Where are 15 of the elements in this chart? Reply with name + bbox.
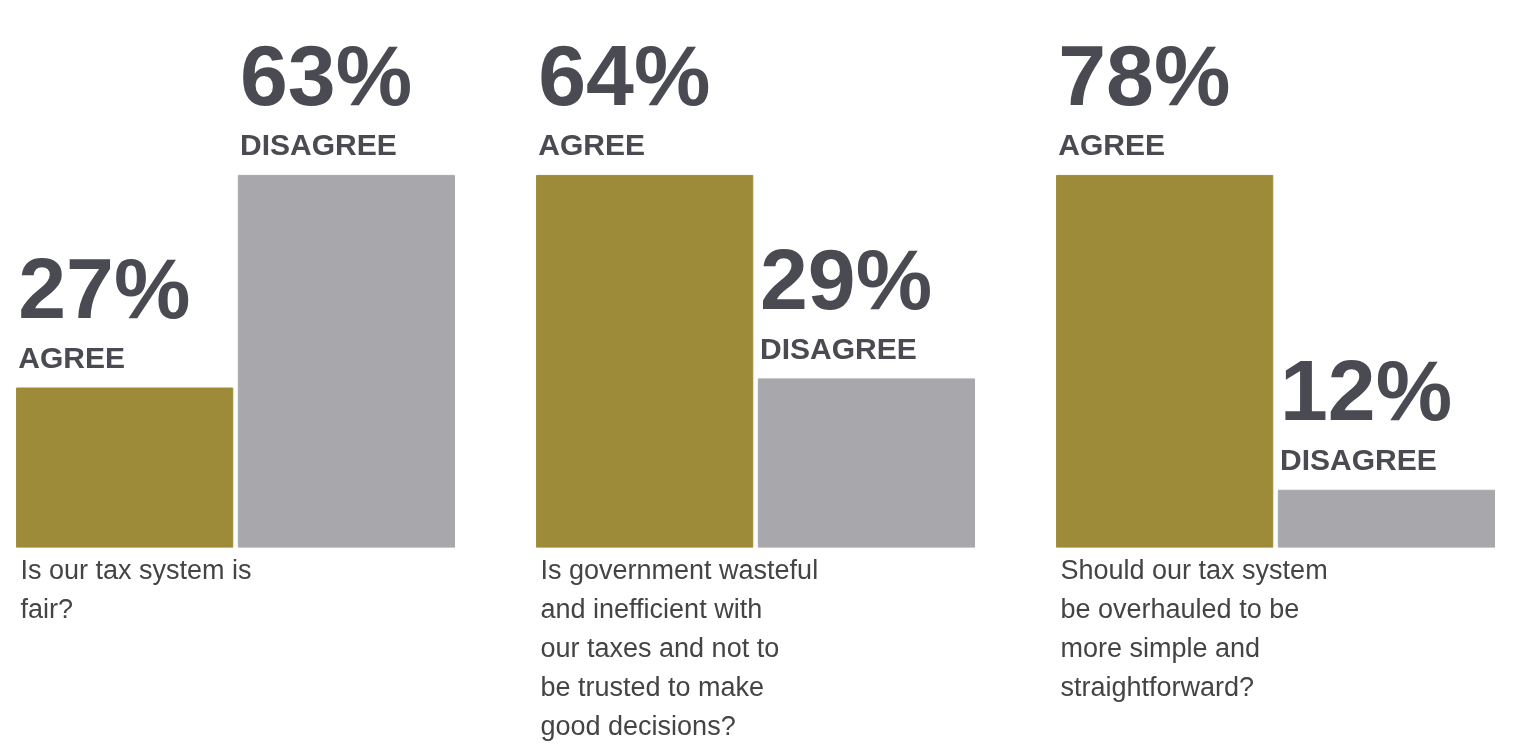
data-label: 64%: [538, 27, 711, 124]
text: Should our tax system be overhauled to be more simple and straightforward?: [1060, 554, 1328, 702]
series-label: DISAGREE: [239, 128, 397, 162]
text: Is government wasteful and inefficient with our taxes and not to be trusted to make good decisions?: [540, 554, 819, 741]
series-label: DISAGREE: [1279, 443, 1437, 477]
text: Is our tax system is fair?: [20, 554, 252, 624]
data-label: 12%: [1279, 342, 1453, 439]
data-label: 27%: [18, 240, 191, 337]
series-label: AGREE: [538, 128, 645, 162]
data-label: 78%: [1058, 27, 1231, 124]
series-label: AGREE: [18, 341, 125, 375]
data-label: 63%: [239, 27, 413, 124]
series-label: DISAGREE: [759, 331, 917, 365]
data-label: 29%: [759, 230, 933, 327]
series-label: AGREE: [1058, 128, 1165, 162]
